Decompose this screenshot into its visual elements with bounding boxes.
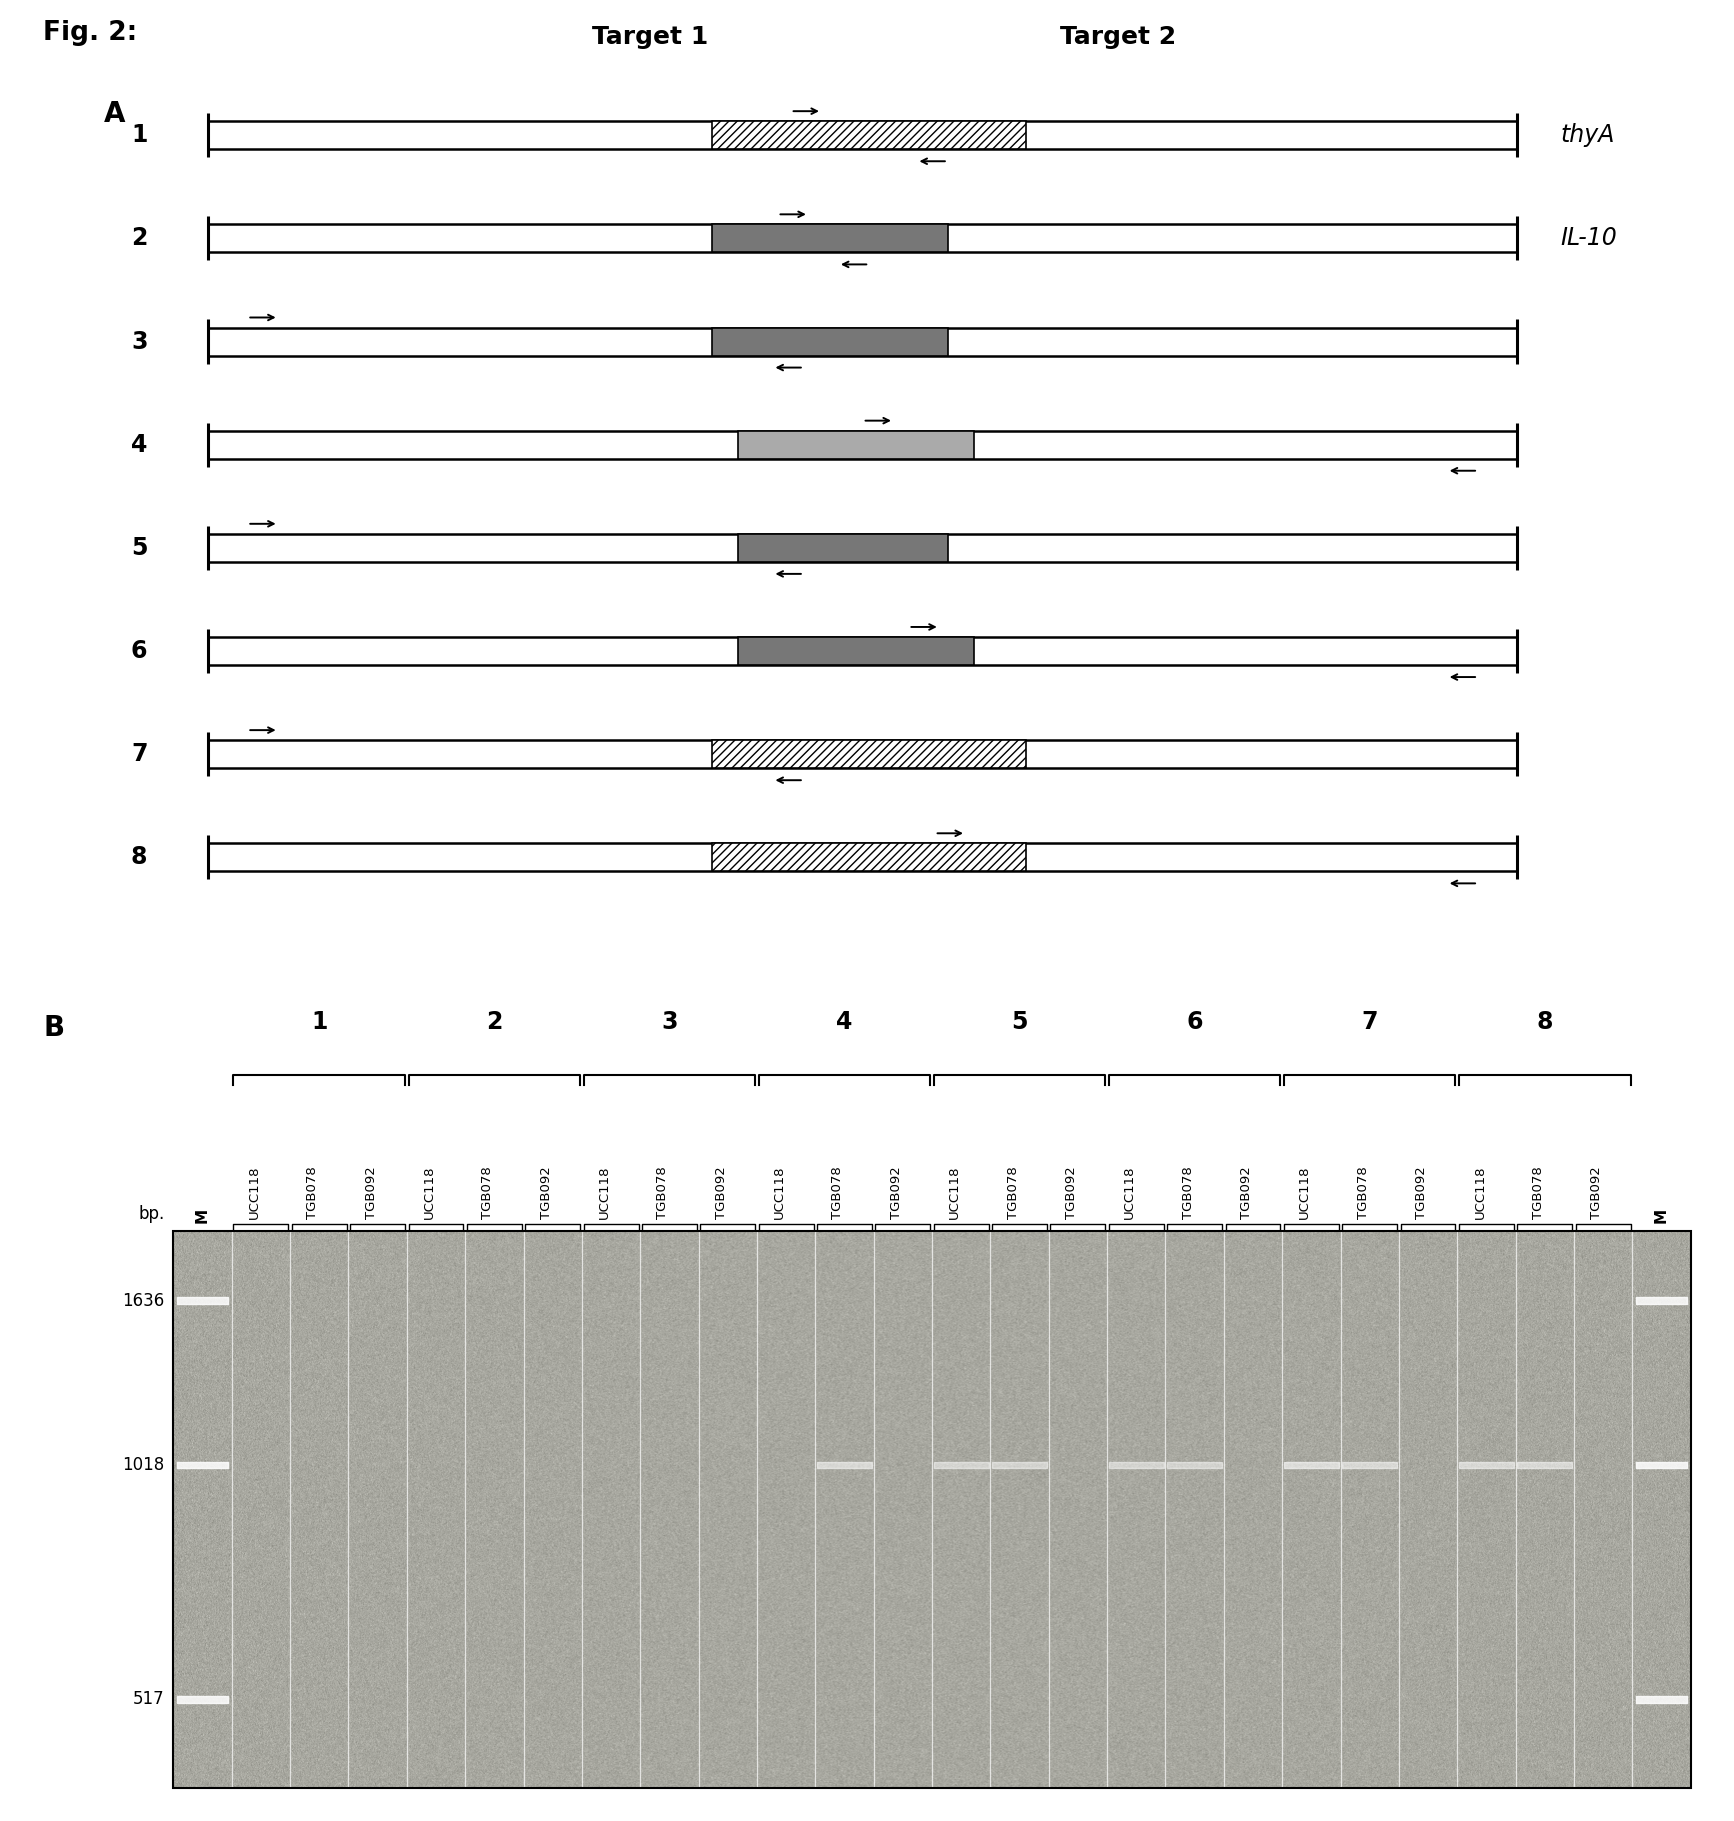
Bar (739, 637, 975, 665)
Text: TGB078: TGB078 (1006, 1165, 1020, 1218)
Bar (208, 534, 1517, 563)
Text: TGB092: TGB092 (890, 1165, 903, 1218)
Text: IL-10: IL-10 (1561, 226, 1618, 249)
Text: M: M (1654, 1207, 1668, 1224)
Text: 7: 7 (1361, 1011, 1379, 1034)
Text: UCC118: UCC118 (598, 1165, 610, 1218)
Bar (208, 224, 1517, 253)
Text: UCC118: UCC118 (1124, 1165, 1136, 1218)
Text: 4: 4 (836, 1011, 853, 1034)
Bar (208, 328, 1517, 355)
Text: UCC118: UCC118 (948, 1165, 961, 1218)
Text: B: B (43, 1014, 64, 1042)
Text: 7: 7 (130, 743, 147, 767)
Text: UCC118: UCC118 (1474, 1165, 1486, 1218)
Text: 6: 6 (130, 639, 147, 663)
Text: Fig. 2:: Fig. 2: (43, 20, 137, 46)
Text: Target 1: Target 1 (591, 25, 709, 49)
Text: TGB092: TGB092 (539, 1165, 553, 1218)
Text: 1636: 1636 (123, 1291, 165, 1309)
Text: TGB078: TGB078 (657, 1165, 669, 1218)
Text: thyA: thyA (1561, 124, 1614, 148)
Text: TGB092: TGB092 (1065, 1165, 1079, 1218)
Text: 1018: 1018 (123, 1455, 165, 1473)
Bar (739, 534, 948, 563)
Bar (713, 328, 948, 355)
Text: TGB092: TGB092 (1590, 1165, 1604, 1218)
Bar (713, 224, 948, 253)
Text: TGB078: TGB078 (832, 1165, 844, 1218)
Text: 8: 8 (1536, 1011, 1554, 1034)
Text: TGB078: TGB078 (1531, 1165, 1545, 1218)
Bar (208, 637, 1517, 665)
Bar (713, 739, 1027, 768)
Bar (173, 1231, 1691, 1788)
Bar (739, 430, 975, 459)
Text: 1: 1 (132, 124, 147, 148)
Text: TGB092: TGB092 (714, 1165, 728, 1218)
Text: UCC118: UCC118 (248, 1165, 260, 1218)
Text: TGB092: TGB092 (1240, 1165, 1254, 1218)
Text: TGB092: TGB092 (1415, 1165, 1429, 1218)
Text: M: M (196, 1207, 210, 1224)
Bar (208, 122, 1517, 149)
Bar (208, 843, 1517, 870)
Text: TGB092: TGB092 (364, 1165, 378, 1218)
Text: 3: 3 (661, 1011, 678, 1034)
Text: UCC118: UCC118 (773, 1165, 786, 1218)
Text: TGB078: TGB078 (307, 1165, 319, 1218)
Text: TGB078: TGB078 (482, 1165, 494, 1218)
Text: 1: 1 (310, 1011, 328, 1034)
Text: A: A (104, 100, 125, 127)
Text: UCC118: UCC118 (1299, 1165, 1311, 1218)
Text: 3: 3 (130, 330, 147, 353)
Text: 5: 5 (130, 535, 147, 559)
Text: 2: 2 (486, 1011, 503, 1034)
Text: 5: 5 (1011, 1011, 1028, 1034)
Text: 6: 6 (1186, 1011, 1203, 1034)
Text: TGB078: TGB078 (1181, 1165, 1195, 1218)
Text: 2: 2 (132, 226, 147, 249)
Text: bp.: bp. (139, 1206, 165, 1224)
Bar (208, 430, 1517, 459)
Text: 8: 8 (130, 845, 147, 869)
Bar (713, 843, 1027, 870)
Text: 4: 4 (132, 433, 147, 457)
Text: UCC118: UCC118 (423, 1165, 435, 1218)
Text: 517: 517 (134, 1690, 165, 1708)
Bar (208, 739, 1517, 768)
Text: TGB078: TGB078 (1356, 1165, 1370, 1218)
Text: Target 2: Target 2 (1061, 25, 1176, 49)
Bar (713, 122, 1027, 149)
